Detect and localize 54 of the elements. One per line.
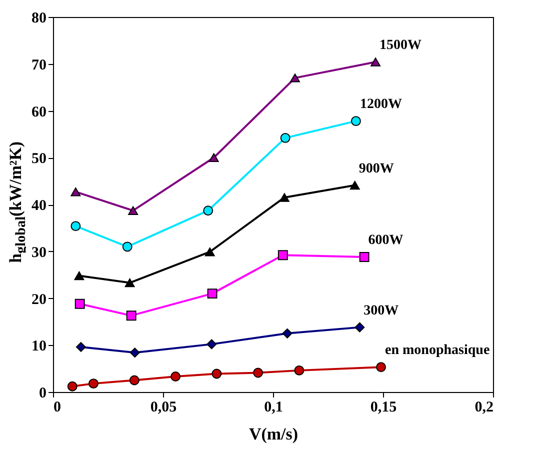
x-tick-label: 0,15 [370, 400, 397, 416]
y-tick-label: 30 [32, 244, 46, 261]
series-label: 900W [358, 161, 394, 176]
series-label: 600W [368, 233, 404, 248]
y-tick-label: 0 [39, 386, 46, 402]
point [290, 74, 300, 82]
point [376, 362, 386, 372]
point [67, 381, 78, 392]
point [207, 288, 218, 299]
series-label: en monophasique [385, 343, 490, 358]
point [88, 378, 98, 389]
point [359, 252, 370, 262]
series-label: 300W [364, 303, 399, 318]
point [74, 271, 84, 280]
point [354, 322, 365, 332]
y-tick-label: 80 [32, 10, 46, 26]
point [350, 180, 360, 190]
point [74, 298, 85, 309]
x-tick-label: 0 [54, 400, 61, 416]
series-label: 1200W [360, 97, 402, 112]
point [350, 116, 361, 126]
y-tick-label: 20 [32, 292, 46, 308]
point [130, 348, 140, 358]
point [129, 375, 140, 386]
point [282, 328, 292, 338]
series-label: 1500W [380, 38, 422, 53]
x-tick-label: 0,2 [474, 400, 494, 416]
point [76, 342, 86, 352]
y-tick-label: 40 [32, 198, 46, 214]
point [203, 206, 214, 216]
x-tick-label: 0,1 [264, 400, 283, 416]
point [126, 310, 136, 321]
point [208, 153, 219, 162]
y-tick-label: 10 [32, 338, 46, 355]
point [206, 339, 217, 350]
x-tick-label: 0,05 [150, 400, 177, 416]
point [70, 187, 81, 196]
y-tick-label: 60 [32, 104, 46, 120]
x-axis-title: V(m/s) [248, 424, 298, 444]
point [170, 372, 181, 382]
point [280, 132, 290, 143]
point [279, 193, 290, 202]
point [253, 368, 264, 378]
point [122, 242, 132, 252]
point [278, 250, 288, 260]
point [212, 368, 222, 379]
y-tick-label: 50 [32, 151, 46, 168]
point [124, 278, 135, 288]
point [370, 58, 380, 66]
point [204, 247, 215, 256]
point [70, 221, 81, 232]
y-tick-label: 70 [32, 57, 46, 74]
point [294, 365, 304, 376]
point [128, 206, 138, 215]
